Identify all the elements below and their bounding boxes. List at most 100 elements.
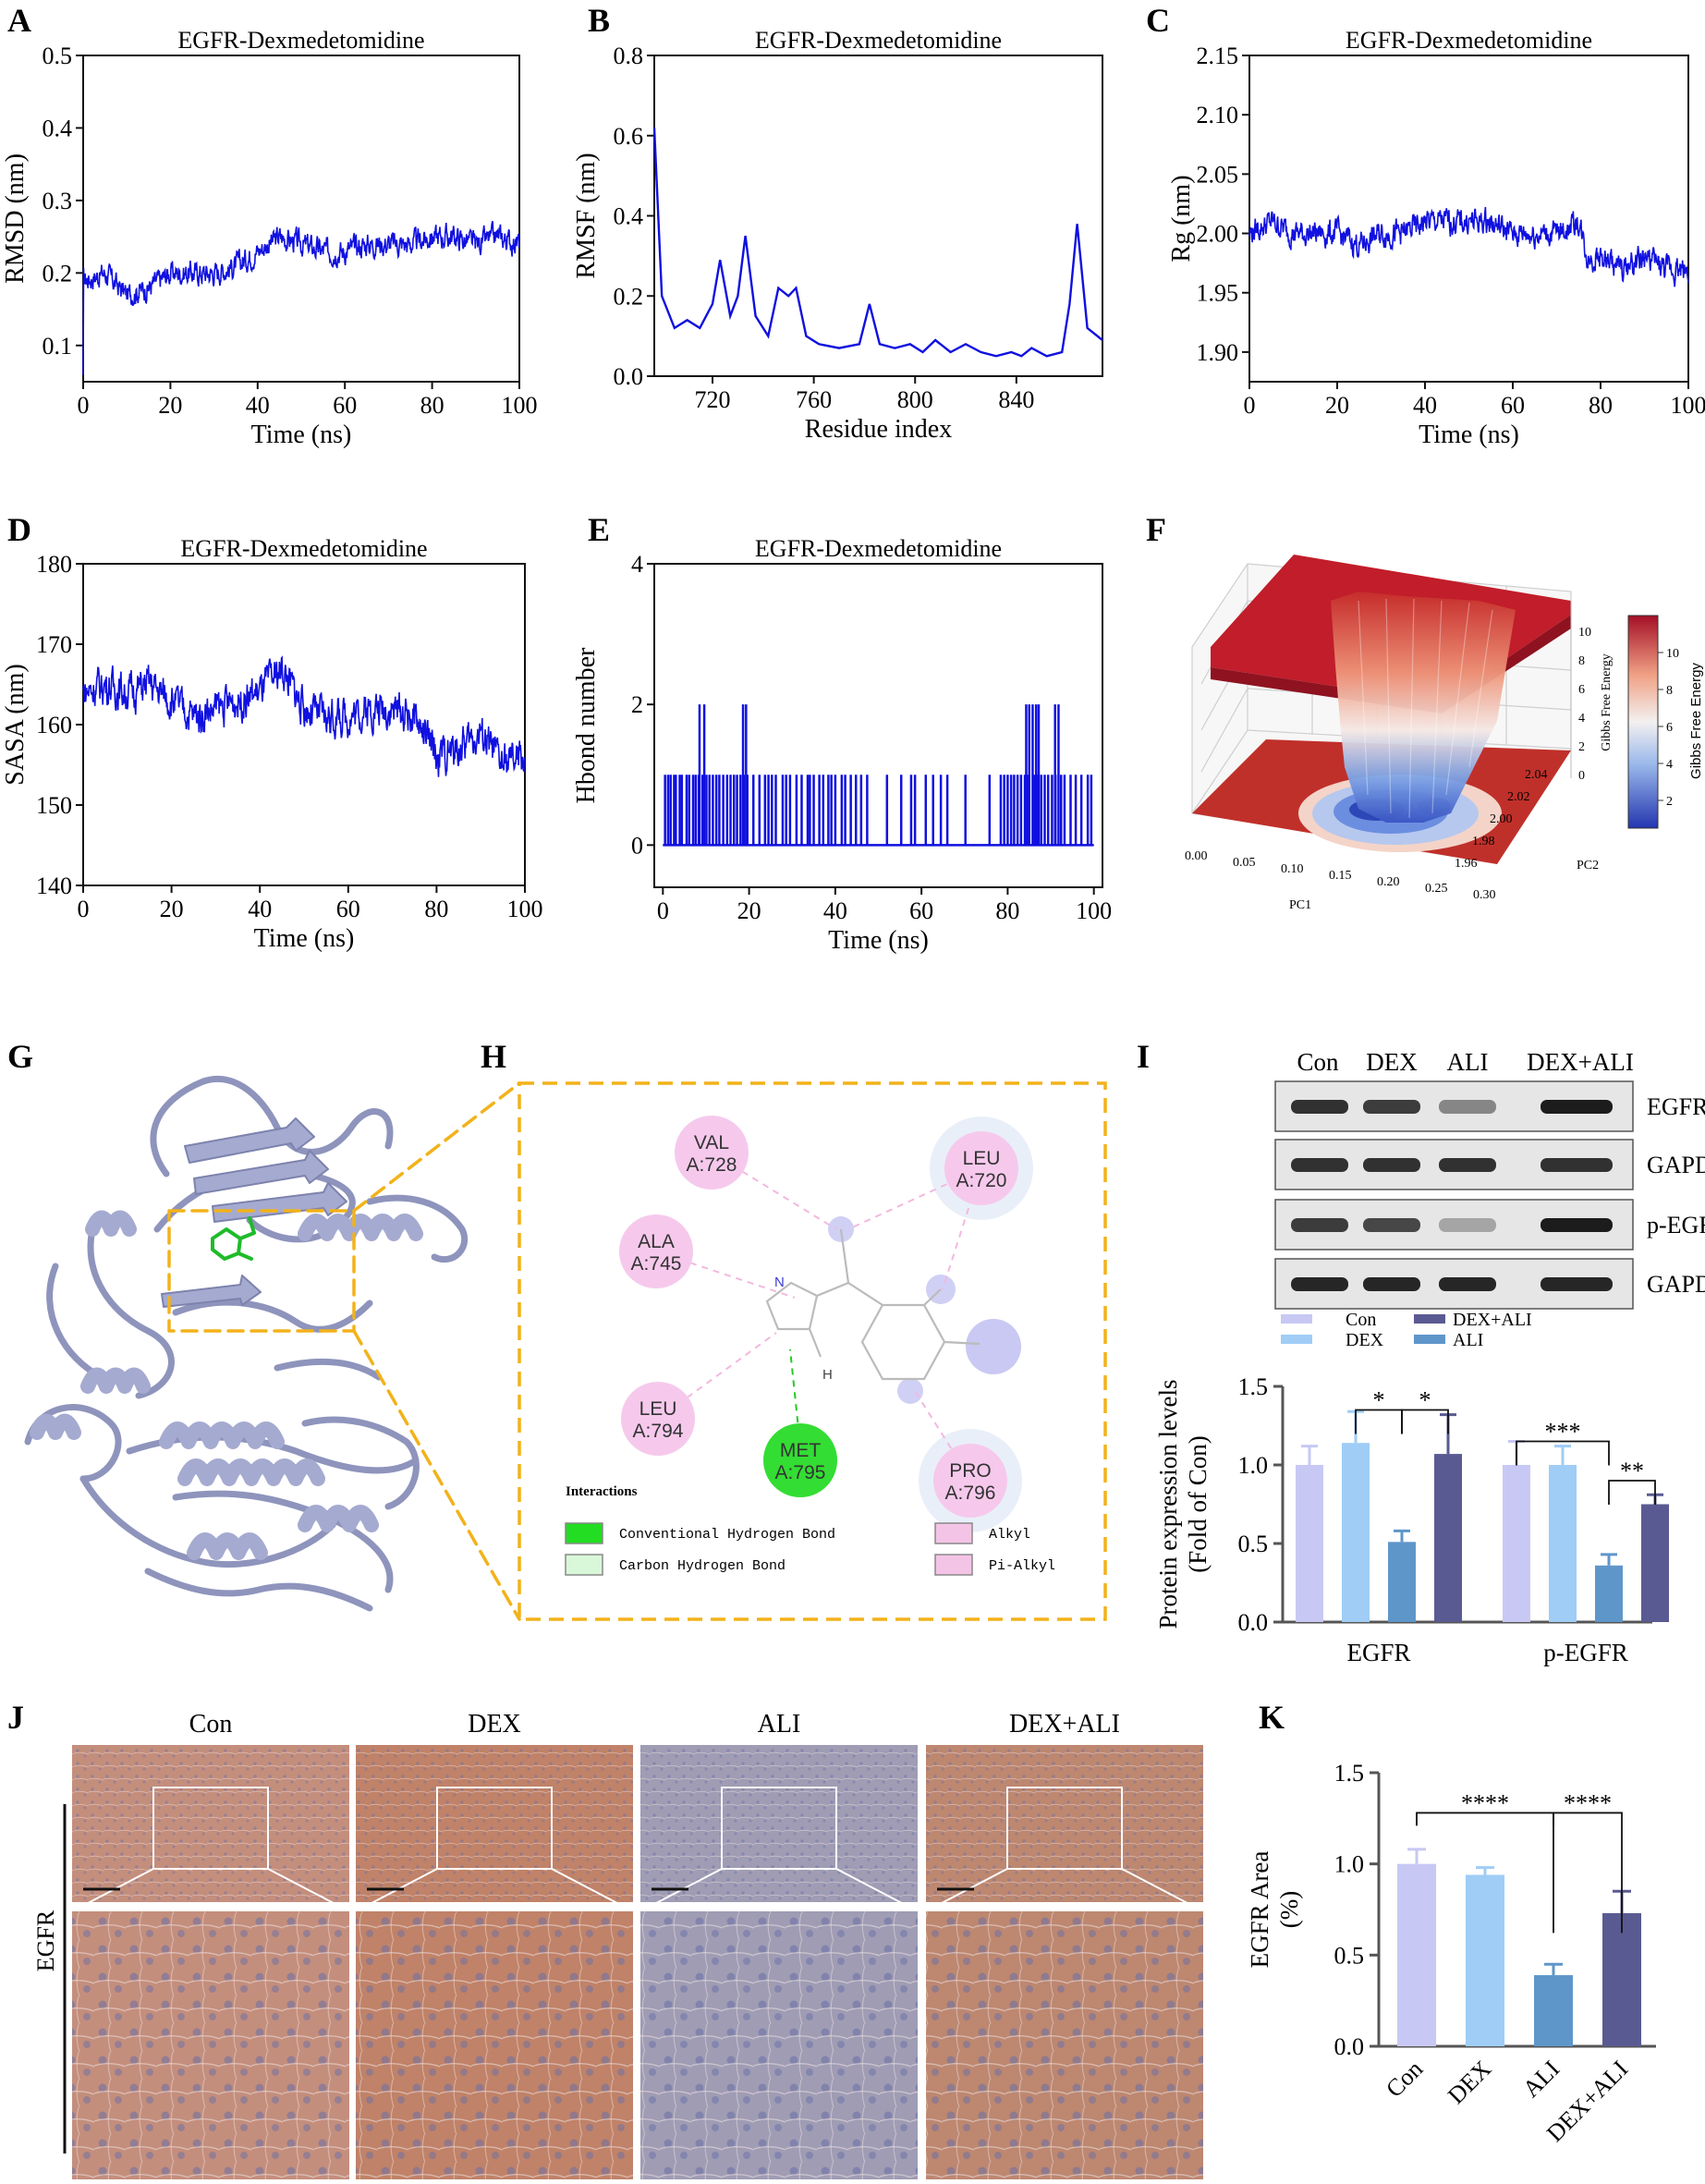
plot-frame	[1248, 55, 1689, 383]
ihc-group-label: ALI	[758, 1710, 801, 1739]
blot-band	[1363, 1218, 1420, 1232]
residue-id: A:796	[945, 1482, 996, 1504]
category-label: p-EGFR	[1543, 1639, 1628, 1666]
f-pc1-tick: 0.20	[1377, 875, 1400, 889]
legend-swatch	[565, 1554, 603, 1576]
blot-band	[1363, 1100, 1420, 1114]
panel-letter-a: A	[7, 2, 31, 39]
f-pc2-tick: 2.04	[1525, 768, 1548, 782]
f-cb-tick-label: 6	[1666, 721, 1673, 735]
residue-circle	[944, 1131, 1018, 1205]
y-tick-label: 0.4	[43, 115, 73, 141]
f-top-surface-shade	[1211, 615, 1571, 714]
f-pc2-tick: 2.00	[1490, 812, 1513, 826]
f-cb-tick-label: 10	[1666, 647, 1679, 661]
residue-id: A:720	[956, 1170, 1007, 1191]
y-tick-label: 1.0	[1334, 1851, 1365, 1878]
bar-dex-p-egfr	[1549, 1465, 1577, 1622]
panel-letter-b: B	[588, 2, 610, 39]
f-colorbar-rect	[1627, 615, 1659, 829]
panel-letter-k: K	[1259, 1699, 1285, 1736]
ihc-zoom-box	[1006, 1787, 1123, 1870]
x-tick-label: 20	[737, 897, 761, 924]
y-tick-label: 0.5	[43, 43, 73, 69]
x-tick-label: 40	[823, 897, 847, 924]
y-axis-label-line1: EGFR Area	[1246, 1851, 1273, 1969]
x-tick-label: 100	[507, 896, 543, 922]
residue-circle	[933, 1444, 1007, 1518]
bar-dex-ali-p-egfr	[1641, 1504, 1669, 1622]
residue-circle	[763, 1423, 837, 1497]
blot-group-label: DEX	[1366, 1048, 1418, 1076]
y-axis-label: RMSD (nm)	[1, 153, 30, 284]
y-tick-label: 0.8	[614, 43, 644, 69]
h-ligand-blobs	[828, 1216, 1021, 1404]
y-tick-label: 160	[36, 712, 72, 738]
f-pc2-tick: 2.02	[1507, 790, 1530, 804]
h-legend-title: Interactions	[566, 1484, 638, 1499]
x-axis-label: Residue index	[805, 415, 952, 444]
legend-swatch	[565, 1522, 603, 1544]
bar-ali-p-egfr	[1595, 1565, 1623, 1622]
panel-letter-c: C	[1146, 2, 1170, 39]
bar-con-p-egfr	[1503, 1465, 1530, 1622]
f-pc2-tick: 1.98	[1472, 835, 1495, 848]
bar-dex-ali-egfr	[1434, 1454, 1462, 1622]
x-tick-label: 0	[657, 897, 669, 924]
blot-row-label: GAPDH	[1647, 1271, 1705, 1298]
sig-label: *	[1419, 1387, 1431, 1414]
ihc-zoom-box	[152, 1787, 269, 1870]
g-zoom-box	[167, 1209, 356, 1333]
sig-label: ***	[1545, 1419, 1581, 1446]
y-tick-label: 0.0	[1334, 2033, 1365, 2060]
sig-bracket	[1516, 1440, 1610, 1466]
blot-band	[1541, 1158, 1613, 1172]
g-zoom-line-bottom	[352, 1329, 521, 1621]
ihc-zoom-line	[1121, 1868, 1204, 1912]
blot-band	[1541, 1100, 1613, 1114]
f-cb-tick-label: 8	[1666, 684, 1673, 698]
j-side-label: EGFR	[32, 1909, 59, 1971]
f-pc2-label: PC2	[1577, 859, 1599, 872]
x-tick-label: 20	[158, 392, 182, 419]
panel-letter-f: F	[1146, 511, 1166, 548]
legend-swatch	[1281, 1335, 1312, 1344]
panel-e: 0 20 40 60 80 100 0 2 4 EGFR-Dexmedetomidine Time …	[572, 535, 1112, 955]
category-label: ALI	[1517, 2056, 1565, 2103]
f-pc1-tick: 0.25	[1425, 882, 1448, 896]
blot-group-label: DEX+ALI	[1527, 1048, 1634, 1076]
x-tick-label: 60	[1501, 392, 1525, 419]
f-z-tick: 6	[1578, 683, 1585, 697]
x-axis-label: Time (ns)	[254, 924, 355, 953]
y-tick-label: 0.0	[1238, 1609, 1269, 1636]
ihc-low-mag-texture	[356, 1745, 633, 1902]
legend-label: DEX+ALI	[1453, 1310, 1532, 1330]
i-blot: EGFR GAPDH p-EGFR GAPDH	[1274, 1080, 1705, 1310]
plot-frame	[653, 55, 1103, 377]
f-z-axis: 10 8 6 4 2 0 Gibbs Free Energy	[1570, 601, 1614, 783]
ihc-column-dex-ali: DEX+ALI	[925, 1710, 1204, 2179]
sig-label: ****	[1461, 1789, 1509, 1816]
x-tick-label: 40	[1413, 392, 1437, 419]
g-ribbon	[24, 1075, 469, 1612]
residue-id: A:795	[775, 1462, 826, 1483]
blot-group-label: Con	[1297, 1048, 1339, 1076]
residue-id: A:794	[633, 1421, 684, 1442]
panel-a: 0 20 40 60 80 100 0.1 0.2 0.3 0.4 0.5 EGFR-Dexmedet…	[1, 27, 538, 449]
x-tick-label: 720	[695, 386, 731, 413]
residue-id: A:745	[631, 1253, 682, 1275]
blot-band	[1291, 1158, 1348, 1172]
y-axis-label: SASA (nm)	[1, 664, 30, 785]
f-z-tick: 4	[1578, 712, 1585, 726]
residue-name: VAL	[694, 1132, 729, 1153]
panel-letter-j: J	[7, 1699, 24, 1736]
y-tick-label: 0.3	[43, 188, 73, 214]
residue-name: PRO	[949, 1460, 992, 1482]
ihc-group-label: DEX+ALI	[1009, 1710, 1120, 1739]
blot-band	[1541, 1218, 1613, 1232]
